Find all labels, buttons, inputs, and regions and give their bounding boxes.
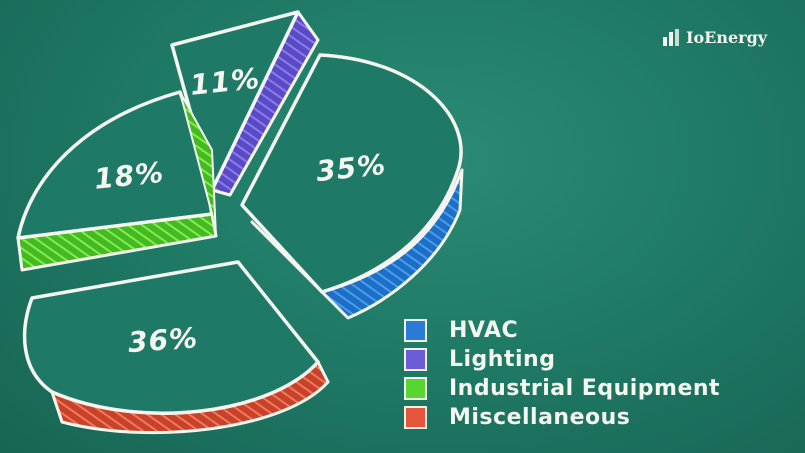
legend-item-industrial-equipment: Industrial Equipment [404, 374, 720, 403]
slice-industrial-equipment [16, 90, 218, 272]
legend-label-hvac: HVAC [449, 318, 519, 343]
legend-swatch-industrial [404, 377, 427, 400]
slice-hvac [240, 53, 464, 320]
brand-name: IoEnergy [686, 28, 768, 47]
slice-miscellaneous [22, 260, 330, 435]
legend-item-hvac: HVAC [404, 316, 720, 345]
label-misc-percent: 36% [127, 321, 199, 359]
label-lighting-percent: 11% [188, 62, 261, 102]
bars-logo-icon [663, 28, 679, 46]
chart-legend: HVAC Lighting Industrial Equipment Misce… [404, 316, 720, 432]
legend-item-miscellaneous: Miscellaneous [404, 403, 720, 432]
legend-swatch-lighting [404, 348, 427, 371]
legend-label-lighting: Lighting [449, 347, 556, 372]
legend-item-lighting: Lighting [404, 345, 720, 374]
label-industrial-percent: 18% [92, 156, 165, 196]
legend-swatch-hvac [404, 319, 427, 342]
legend-swatch-misc [404, 406, 427, 429]
legend-label-miscellaneous: Miscellaneous [449, 405, 631, 430]
label-hvac-percent: 35% [314, 148, 387, 188]
brand-logo: IoEnergy [662, 28, 767, 47]
legend-label-industrial-equipment: Industrial Equipment [449, 376, 721, 401]
